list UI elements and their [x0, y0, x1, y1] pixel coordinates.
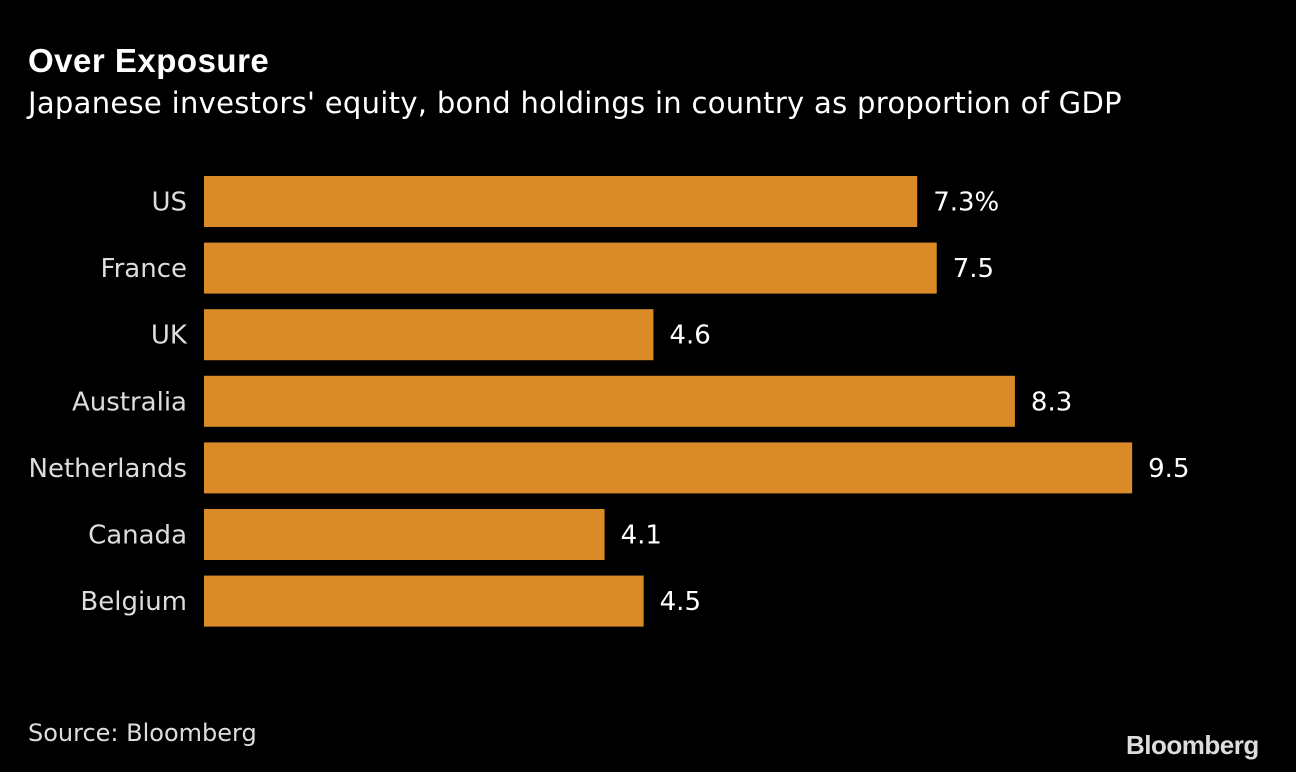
category-label: Belgium	[80, 587, 187, 617]
bar-us	[204, 176, 918, 227]
value-label: 4.5	[660, 587, 701, 617]
category-label: UK	[151, 321, 188, 351]
value-label: 8.3	[1031, 387, 1072, 417]
category-label: Netherlands	[29, 454, 188, 484]
value-label: 4.1	[621, 521, 662, 551]
value-label: 9.5	[1148, 454, 1189, 484]
chart-title: Over Exposure	[28, 42, 270, 79]
value-label: 7.5	[953, 254, 994, 284]
bar-france	[204, 242, 937, 294]
value-label: 4.6	[669, 321, 710, 351]
source-note: Source: Bloomberg	[28, 719, 257, 747]
bloomberg-logo: Bloomberg	[1126, 730, 1259, 760]
category-label: France	[101, 254, 187, 284]
bar-uk	[204, 309, 654, 361]
bar-belgium	[204, 575, 644, 627]
category-label: Australia	[72, 387, 187, 417]
category-label: Canada	[88, 521, 187, 551]
bar-australia	[204, 375, 1015, 427]
bar-canada	[204, 509, 605, 560]
chart-subtitle: Japanese investors' equity, bond holding…	[28, 86, 1122, 120]
category-label: US	[151, 188, 187, 218]
bar-netherlands	[204, 442, 1133, 494]
value-label: 7.3%	[933, 188, 999, 218]
